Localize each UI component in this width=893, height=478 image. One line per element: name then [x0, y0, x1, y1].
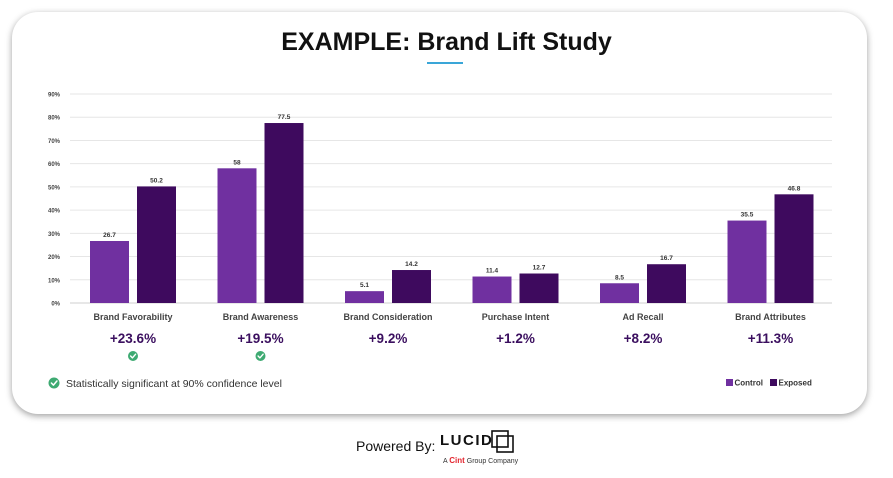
cint-brand: Cint [449, 456, 465, 465]
category-label: Brand Consideration [343, 312, 432, 322]
footer: Powered By: LUCID A Cint Group Company [0, 428, 893, 478]
significance-check-icon [255, 351, 266, 361]
page-title: EXAMPLE: Brand Lift Study [281, 28, 612, 56]
significance-legend-check-icon [48, 377, 60, 389]
lucid-brand-name: LUCID [440, 432, 494, 449]
bar-control [472, 276, 512, 303]
y-tick-label: 40% [48, 209, 61, 215]
bar-control [217, 168, 257, 303]
y-tick-label: 20% [48, 255, 61, 261]
legend-swatch-exposed [770, 379, 777, 386]
bar-control [727, 220, 767, 303]
data-label: 5.1 [360, 282, 369, 289]
data-label: 58 [233, 159, 241, 166]
lift-value: +9.2% [369, 331, 408, 346]
tagline-prefix: A [443, 458, 448, 465]
data-label: 11.4 [486, 268, 499, 275]
bar-exposed [774, 194, 814, 303]
bar-control [345, 291, 384, 303]
category-label: Brand Attributes [735, 312, 806, 322]
bar-exposed [392, 270, 431, 303]
check-mark-icon [257, 353, 264, 359]
y-tick-label: 60% [48, 162, 61, 168]
lift-value: +19.5% [237, 331, 283, 346]
bar-exposed [264, 123, 304, 304]
data-label: 77.5 [278, 114, 291, 121]
check-mark-icon [129, 353, 137, 359]
data-label: 26.7 [103, 232, 116, 239]
bar-control [600, 283, 639, 303]
y-tick-label: 30% [48, 232, 61, 238]
lift-value: +8.2% [624, 331, 663, 346]
lift-value: +23.6% [110, 331, 156, 346]
data-label: 16.7 [660, 255, 673, 262]
y-tick-label: 0% [51, 302, 60, 308]
category-label: Ad Recall [622, 312, 663, 322]
y-tick-label: 10% [48, 278, 61, 284]
title-underline [427, 62, 463, 64]
category-label: Brand Awareness [223, 312, 299, 322]
significance-note: Statistically significant at 90% confide… [66, 378, 282, 390]
category-label: Brand Favorability [93, 312, 172, 322]
lucid-logo-icon [491, 430, 514, 453]
data-label: 8.5 [615, 274, 624, 281]
y-tick-label: 90% [48, 93, 61, 99]
y-tick-label: 80% [48, 116, 61, 122]
y-tick-label: 50% [48, 185, 61, 191]
tagline-suffix: Group Company [466, 458, 519, 465]
significance-check-icon [128, 351, 138, 361]
data-label: 35.5 [741, 212, 754, 219]
data-label: 12.7 [533, 265, 546, 272]
lift-value: +1.2% [496, 331, 535, 346]
powered-by-label: Powered By: [356, 438, 436, 454]
legend-label-exposed: Exposed [779, 379, 812, 388]
bar-control [90, 240, 129, 303]
legend-swatch-control [726, 379, 733, 386]
data-label: 14.2 [405, 261, 418, 268]
bar-exposed [519, 273, 559, 303]
y-tick-label: 70% [48, 139, 61, 145]
legend-label-control: Control [735, 379, 763, 388]
bar-exposed [647, 264, 686, 303]
cint-group-tagline: A Cint Group Company [443, 456, 518, 465]
bar-exposed [137, 186, 176, 303]
category-label: Purchase Intent [482, 312, 550, 322]
lift-value: +11.3% [748, 331, 793, 346]
data-label: 46.8 [788, 185, 801, 192]
check-mark-icon [50, 380, 58, 386]
data-label: 50.2 [150, 177, 163, 184]
